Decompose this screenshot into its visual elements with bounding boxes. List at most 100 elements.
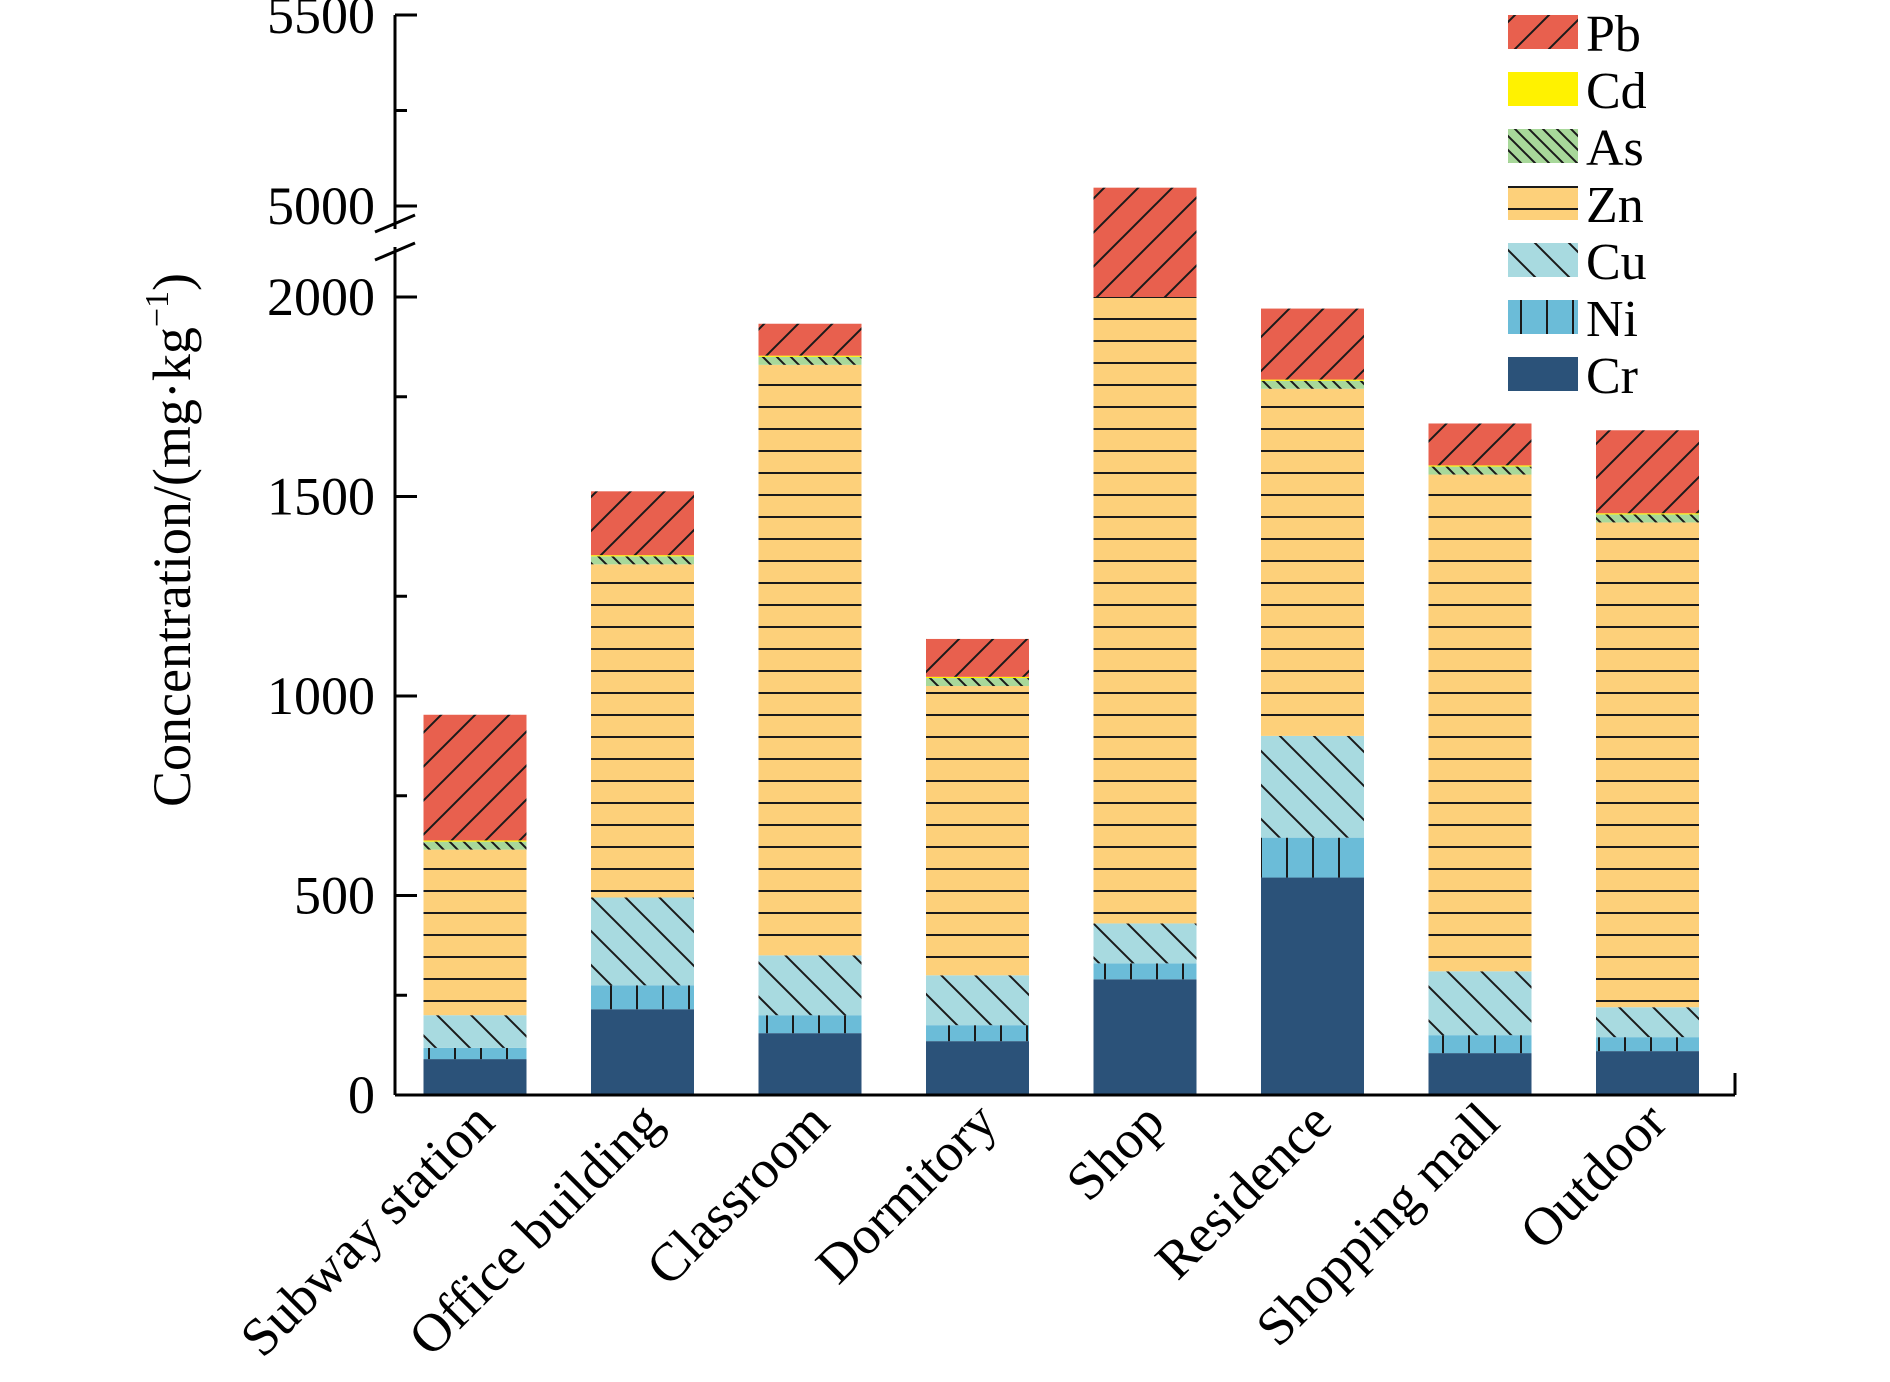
bar-segment-as [1261,380,1364,389]
legend-label: Zn [1586,177,1644,234]
axis-break-mark [374,213,416,234]
y-tick-label: 500 [294,866,375,926]
bar-segment-as [423,841,527,850]
legend-item-cd: Cd [1508,63,1647,120]
bar-stack [1261,308,1364,1095]
bar-segment-ni [423,1047,527,1060]
bar-segment-cd [423,840,527,842]
bar-segment-cr [591,1009,694,1095]
y-tick-label: 5000 [267,176,375,236]
bar-segment-cd [1596,513,1699,515]
bar-stack [591,491,694,1095]
legend-item-cu: Cu [1508,234,1647,291]
legend-item-as: As [1508,120,1644,177]
bar-segment-cd [591,555,694,557]
bar-segment-as [926,678,1029,687]
legend-swatch [1508,243,1578,277]
bar-segment-as [1428,466,1532,475]
y-axis-title-main: Concentration/(mg·kg [142,327,202,807]
legend-item-cr: Cr [1508,348,1638,405]
bar-segment-zn [1428,474,1532,972]
bar-segment-as [591,556,694,565]
bar-stack [1093,187,1197,1095]
bar-segment-as [1596,514,1699,523]
bar-segment-pb [1428,423,1532,466]
y-tick-label: 0 [348,1065,375,1125]
bar-segment-ni [1428,1035,1532,1054]
bar-segment-ni [1261,837,1364,878]
bar-segment-cu [1428,971,1532,1036]
legend-swatch [1508,357,1578,391]
bar-segment-zn [758,364,862,956]
legend-item-ni: Ni [1508,291,1638,348]
bar-segment-pb [1261,308,1364,380]
bar-segment-cu [1596,1007,1699,1038]
legend-swatch [1508,15,1578,49]
bar-segment-zn [1596,522,1699,1008]
bar-segment-cr [926,1041,1029,1095]
bar-segment-cr [758,1033,862,1095]
bar-segment-cd [1261,379,1364,381]
bar-stack [1596,430,1699,1095]
bar-segment-cr [1261,877,1364,1095]
y-tick-label: 1000 [267,666,375,726]
bar-segment-zn [591,564,694,898]
bar-stack [758,323,862,1095]
bar-stack [1428,423,1532,1095]
bar-segment-cu [423,1015,527,1048]
x-tick-label: Outdoor [1508,1091,1678,1261]
y-tick-label: 1500 [267,467,375,527]
bar-segment-cr [1428,1053,1532,1095]
axes-group: 0 500 1000 1500 2000 5000 5500 [267,0,1737,1125]
bar-segment-cu [591,897,694,986]
bar-segment-zn [1261,388,1364,736]
bar-segment-cu [1261,735,1364,838]
legend-label: Cr [1586,348,1638,405]
bar-segment-ni [926,1025,1029,1042]
legend-swatch [1508,72,1578,106]
y-axis-title: Concentration/(mg·kg−1) [139,273,202,807]
legend-label: Cd [1586,63,1647,120]
legend-label: Cu [1586,234,1647,291]
bar-segment-zn [926,686,1029,976]
x-tick-label: Classroom [635,1091,841,1297]
bar-segment-cd [1428,465,1532,467]
bar-segment-pb [423,714,527,841]
bar-segment-cr [423,1059,527,1095]
bar-segment-cu [758,955,862,1016]
legend-swatch [1508,129,1578,163]
legend-label: Pb [1586,6,1641,63]
bar-segment-ni [1596,1037,1699,1052]
y-tick-label: 2000 [267,267,375,327]
bar-segment-pb [758,323,862,356]
y-tick-label: 5500 [267,0,375,45]
x-tick-label: Shop [1055,1091,1176,1212]
bar-segment-cd [926,676,1029,679]
bar-segment-cr [1093,979,1197,1095]
bar-segment-pb [926,638,1029,677]
bar-segment-zn [1093,297,1197,924]
bar-segment-ni [591,985,694,1010]
legend-label: As [1586,120,1644,177]
bar-segment-cu [1093,923,1197,964]
bar-segment-ni [758,1015,862,1034]
legend-label: Ni [1586,291,1638,348]
legend-swatch [1508,300,1578,334]
bar-segment-ni [1093,963,1197,980]
bar-segment-pb [1093,187,1197,297]
bar-segment-cu [926,975,1029,1026]
legend-swatch [1508,186,1578,220]
bar-segment-cr [1596,1051,1699,1095]
bar-segment-cd [758,355,862,357]
bar-segment-zn [423,849,527,1016]
bar-segment-as [758,356,862,365]
y-axis-title-close: ) [142,273,202,291]
legend-item-pb: Pb [1508,6,1641,63]
bar-stack [423,714,527,1095]
legend-item-zn: Zn [1508,177,1644,234]
y-axis-title-superscript: −1 [139,291,176,327]
bar-segment-pb [1596,430,1699,514]
axis-break-mark [374,241,416,262]
